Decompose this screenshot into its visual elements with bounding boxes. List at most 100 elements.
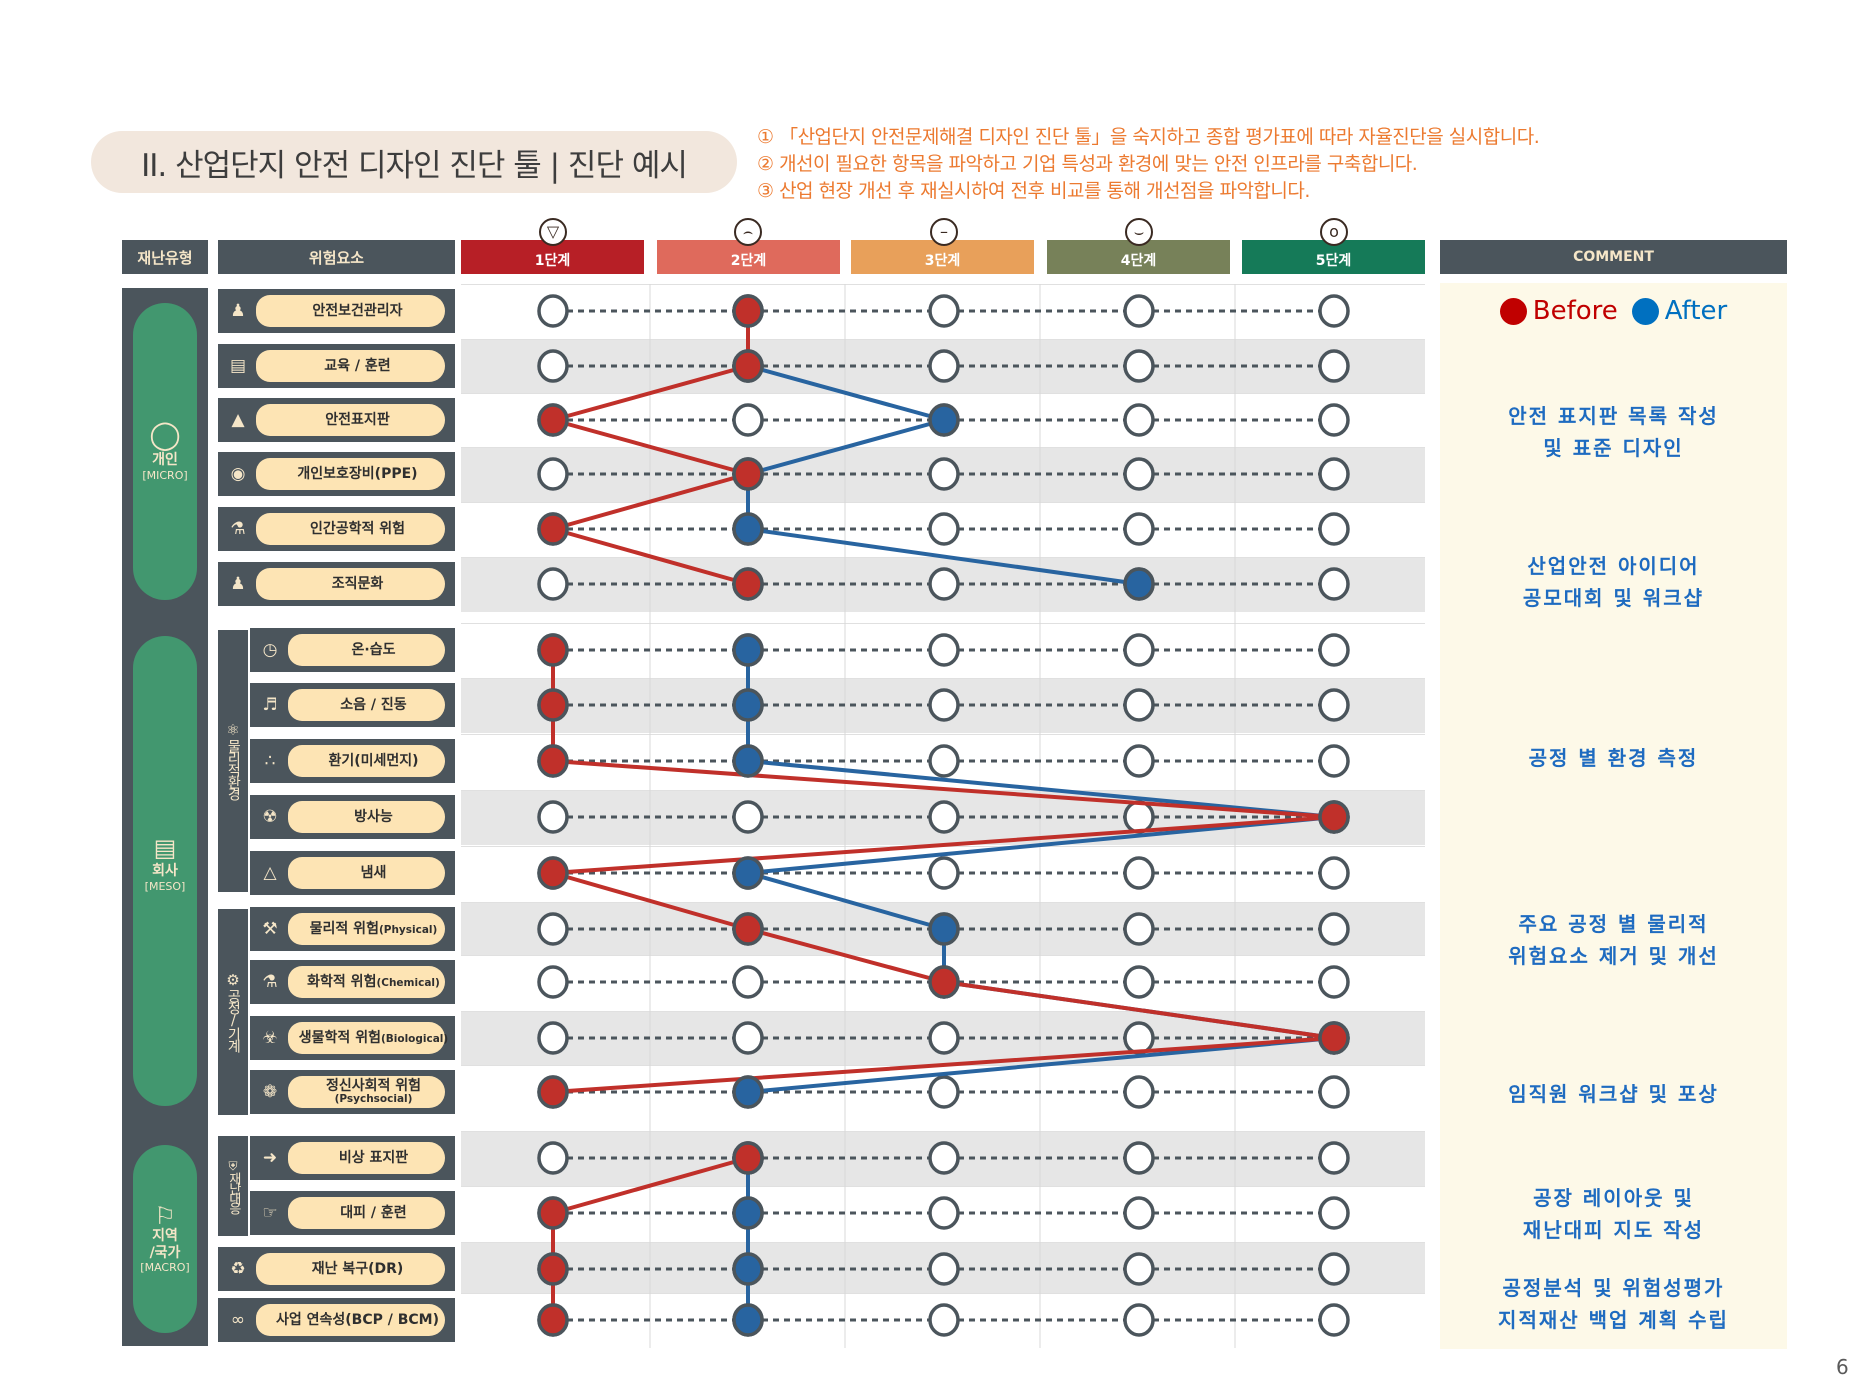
category-sub: [MESO]: [144, 880, 186, 893]
team-icon: ♟: [230, 574, 246, 594]
stage-circle: [1123, 856, 1155, 890]
stage-circle: [1123, 403, 1155, 437]
risk-item-text: 냄새: [361, 865, 387, 881]
risk-item-name: 인간공학적 위험: [309, 520, 406, 537]
before-point: [732, 294, 764, 328]
stage-circle: [1318, 633, 1350, 667]
subgroup-label: 공정/기계: [225, 988, 242, 1051]
legend: Before After: [1440, 296, 1787, 326]
risk-item-label: 교육 / 훈련: [256, 350, 445, 382]
factory-icon: ▤: [153, 834, 177, 862]
after-point: [732, 688, 764, 722]
before-point: [928, 965, 960, 999]
risk-item: ♬ 소음 / 진동: [250, 683, 455, 727]
stage-circle: [1318, 912, 1350, 946]
category-sub: [MICRO]: [142, 469, 188, 482]
risk-item-name: 온·습도: [351, 641, 396, 658]
risk-item-name: 사업 연속성(BCP / BCM): [275, 1311, 439, 1328]
risk-item-name: 대피 / 훈련: [340, 1204, 407, 1221]
stage-circle: [732, 403, 764, 437]
before-point: [732, 349, 764, 383]
risk-item-text: 화학적 위험(Chemical): [307, 974, 440, 990]
before-point: [537, 1075, 569, 1109]
header-disaster-type: 재난유형: [122, 240, 208, 274]
stage-circle: [928, 1021, 960, 1055]
stage-circle: [1123, 744, 1155, 778]
biohazard-icon: ☣: [262, 1028, 278, 1048]
stage-circle: [1123, 1141, 1155, 1175]
flag-icon: ⚐: [154, 1201, 176, 1230]
comment-5: 임직원 워크샵 및 포상: [1508, 1082, 1719, 1106]
nose-icon: △: [263, 863, 277, 883]
comment-panel: [1440, 283, 1787, 1349]
stage-circle: [1123, 912, 1155, 946]
stage-circle: [1318, 294, 1350, 328]
stage-circle: [1123, 1196, 1155, 1230]
stage-circle: [732, 800, 764, 834]
page-number: 6: [1836, 1355, 1849, 1379]
risk-item-name: 물리적 위험: [309, 920, 379, 937]
stage-circle: [928, 349, 960, 383]
brain-icon: ❁: [262, 1082, 278, 1102]
risk-item-label: 방사능: [288, 801, 445, 833]
stage-circle: [537, 349, 569, 383]
instruction-2: ② 개선이 필요한 항목을 파악하고 기업 특성과 환경에 맞는 안전 인프라를…: [757, 153, 1418, 175]
legend-before: Before: [1532, 296, 1618, 326]
crane-icon: ⚒: [262, 919, 278, 939]
stage-circle: [928, 294, 960, 328]
category-name: 개인: [152, 452, 178, 468]
stage-circle: [928, 1303, 960, 1337]
stage-circle: [1123, 688, 1155, 722]
risk-item: ∞ 사업 연속성(BCP / BCM): [218, 1298, 455, 1342]
risk-item-text: 안전보건관리자: [312, 303, 402, 319]
exit-icon: ➜: [262, 1148, 278, 1168]
risk-item: ∴ 환기(미세먼지): [250, 739, 455, 783]
stage-header-3: 3단계: [851, 240, 1034, 274]
stage-circle: [1318, 1141, 1350, 1175]
stage-circle: [928, 856, 960, 890]
speaker-icon: ♬: [262, 695, 278, 715]
stage-circle: [928, 1075, 960, 1109]
header-risk-factor: 위험요소: [218, 240, 455, 274]
risk-item-label: 안전보건관리자: [256, 295, 445, 327]
risk-item: ➜ 비상 표지판: [250, 1136, 455, 1180]
risk-item: ▲ 안전표지판: [218, 398, 455, 442]
stage-circle: [928, 688, 960, 722]
stage-circle: [1123, 1252, 1155, 1286]
warning-sign-icon: ▲: [231, 410, 245, 430]
risk-item-label: 조직문화: [256, 568, 445, 600]
comment-2: 산업안전 아이디어 공모대회 및 워크샵: [1522, 554, 1705, 610]
risk-item-label: 비상 표지판: [288, 1142, 445, 1174]
chemical-icon: ⚗: [262, 972, 278, 992]
risk-item-name: 생물학적 위험: [298, 1029, 381, 1046]
subgroup-label: 물리적환경: [225, 738, 242, 799]
risk-item-text: 재난 복구(DR): [312, 1261, 404, 1277]
before-point: [537, 633, 569, 667]
stage-circle: [1318, 567, 1350, 601]
risk-item-text: 대피 / 훈련: [340, 1204, 407, 1221]
stage-circle: [1123, 1075, 1155, 1109]
risk-item: ⚗ 화학적 위험(Chemical): [250, 960, 455, 1004]
risk-item-name: 교육 / 훈련: [324, 357, 391, 374]
risk-item: ♟ 안전보건관리자: [218, 289, 455, 333]
angry-face-icon: ▽: [539, 218, 567, 246]
risk-item-english: (Biological): [380, 1032, 449, 1045]
risk-item-text: 정신사회적 위험: [326, 1079, 421, 1094]
stage-circle: [537, 800, 569, 834]
risk-item-name: 환기(미세먼지): [328, 752, 419, 769]
risk-item-label: 생물학적 위험(Biological): [288, 1022, 449, 1054]
risk-item-label: 화학적 위험(Chemical): [288, 966, 445, 998]
smile-face-icon: ⌣: [1125, 218, 1153, 246]
risk-item-name: 개인보호장비(PPE): [297, 465, 418, 482]
stage-circle: [732, 1021, 764, 1055]
stage-circle: [1123, 633, 1155, 667]
stage-circle: [1123, 457, 1155, 491]
risk-item: ⚗ 인간공학적 위험: [218, 507, 455, 551]
before-point: [537, 1303, 569, 1337]
stage-circle: [1318, 1075, 1350, 1109]
risk-item-name: 비상 표지판: [338, 1149, 409, 1166]
risk-item-label: 물리적 위험(Physical): [288, 913, 445, 945]
gear-icon: ⚙: [226, 971, 240, 990]
before-point: [537, 1196, 569, 1230]
gauge-icon: ◷: [262, 640, 278, 660]
